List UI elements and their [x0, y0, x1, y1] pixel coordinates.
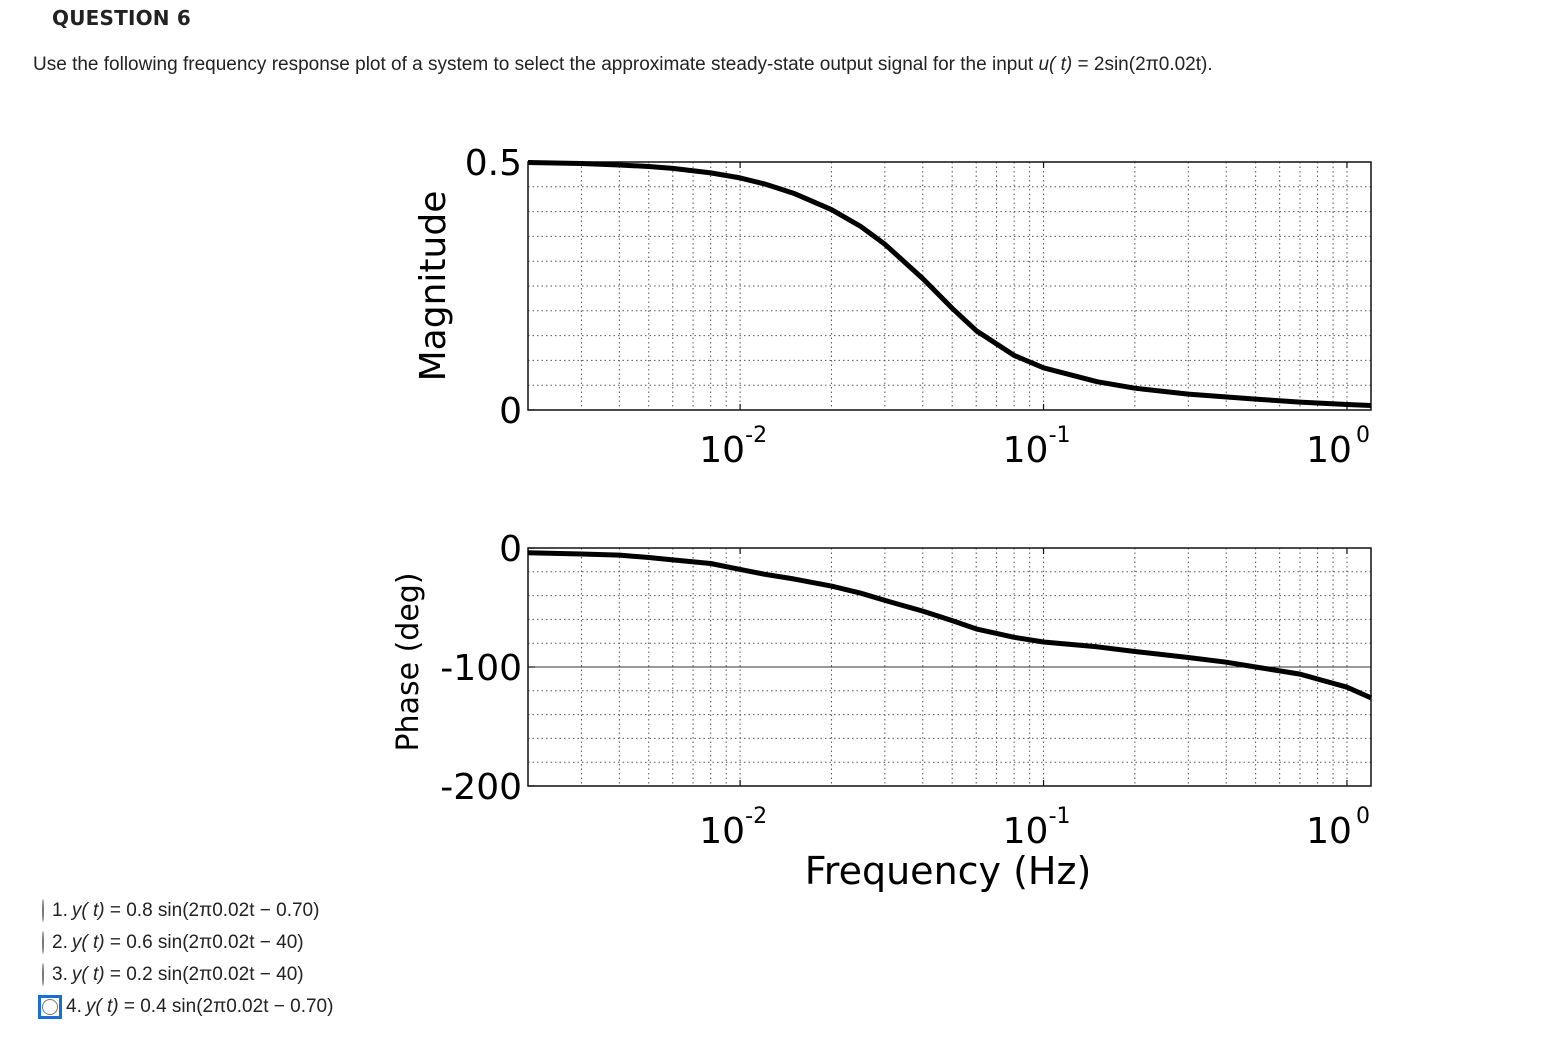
- y-tick-label: 0: [499, 529, 522, 570]
- x-tick-label: 10: [1003, 811, 1049, 852]
- option-var: y( t): [71, 900, 105, 921]
- question-text-var: u( t): [1038, 54, 1073, 75]
- question-title: QUESTION 6: [52, 6, 192, 30]
- answer-options: 1. y( t) = 0.8 sin(2π0.02t − 0.70) 2. y(…: [38, 895, 333, 1023]
- question-text-after: = 2sin(2π0.02t).: [1072, 54, 1213, 75]
- option-rest: = 0.6 sin(2π0.02t − 40): [104, 932, 304, 953]
- answer-option-3[interactable]: 3. y( t) = 0.2 sin(2π0.02t − 40): [38, 959, 333, 991]
- radio-wrap: [38, 931, 52, 954]
- y-axis-label: Phase (deg): [391, 572, 426, 751]
- y-tick-label: -200: [440, 767, 522, 808]
- x-tick-exponent: 0: [1356, 804, 1370, 829]
- option-number: 2.: [52, 932, 68, 953]
- option-label: y( t) = 0.4 sin(2π0.02t − 0.70): [86, 996, 334, 1018]
- x-tick-label: 10: [699, 430, 745, 471]
- y-tick-label: 0: [499, 391, 522, 432]
- option-var: y( t): [85, 996, 119, 1017]
- x-axis-label: Frequency (Hz): [805, 849, 1092, 893]
- option-number: 1.: [52, 900, 68, 921]
- option-label: y( t) = 0.8 sin(2π0.02t − 0.70): [72, 900, 320, 922]
- radio-button[interactable]: [42, 899, 44, 922]
- option-rest: = 0.2 sin(2π0.02t − 40): [104, 964, 304, 985]
- radio-wrap: [38, 963, 52, 986]
- x-tick-exponent: -2: [745, 804, 767, 829]
- x-tick-exponent: -1: [1049, 423, 1071, 448]
- radio-button[interactable]: [42, 963, 44, 986]
- x-tick-exponent: -2: [745, 423, 767, 448]
- radio-wrap: [38, 995, 62, 1019]
- option-label: y( t) = 0.6 sin(2π0.02t − 40): [72, 932, 304, 954]
- option-var: y( t): [71, 932, 105, 953]
- question-text-before: Use the following frequency response plo…: [33, 54, 1039, 75]
- x-tick-exponent: 0: [1356, 423, 1370, 448]
- x-tick-label: 10: [1003, 430, 1049, 471]
- x-tick-label: 10: [699, 811, 745, 852]
- y-tick-label: 0.5: [465, 143, 522, 184]
- plot-frame: [527, 161, 1372, 411]
- option-var: y( t): [71, 964, 105, 985]
- answer-option-1[interactable]: 1. y( t) = 0.8 sin(2π0.02t − 0.70): [38, 895, 333, 927]
- option-label: y( t) = 0.2 sin(2π0.02t − 40): [72, 964, 304, 986]
- answer-option-4[interactable]: 4. y( t) = 0.4 sin(2π0.02t − 0.70): [38, 991, 333, 1023]
- x-tick-label: 10: [1306, 811, 1352, 852]
- radio-button[interactable]: [42, 999, 58, 1015]
- option-rest: = 0.8 sin(2π0.02t − 0.70): [104, 900, 320, 921]
- y-tick-label: -100: [440, 648, 522, 689]
- option-number: 3.: [52, 964, 68, 985]
- answer-option-2[interactable]: 2. y( t) = 0.6 sin(2π0.02t − 40): [38, 927, 333, 959]
- series-line-1: [527, 550, 1373, 701]
- x-tick-exponent: -1: [1049, 804, 1071, 829]
- series-line-1: [527, 160, 1372, 408]
- x-tick-label: 10: [1306, 430, 1352, 471]
- option-rest: = 0.4 sin(2π0.02t − 0.70): [118, 996, 334, 1017]
- y-axis-label: Magnitude: [413, 191, 454, 382]
- question-text: Use the following frequency response plo…: [33, 54, 1213, 76]
- radio-button[interactable]: [42, 931, 44, 954]
- option-number: 4.: [66, 996, 82, 1017]
- radio-wrap: [38, 899, 52, 922]
